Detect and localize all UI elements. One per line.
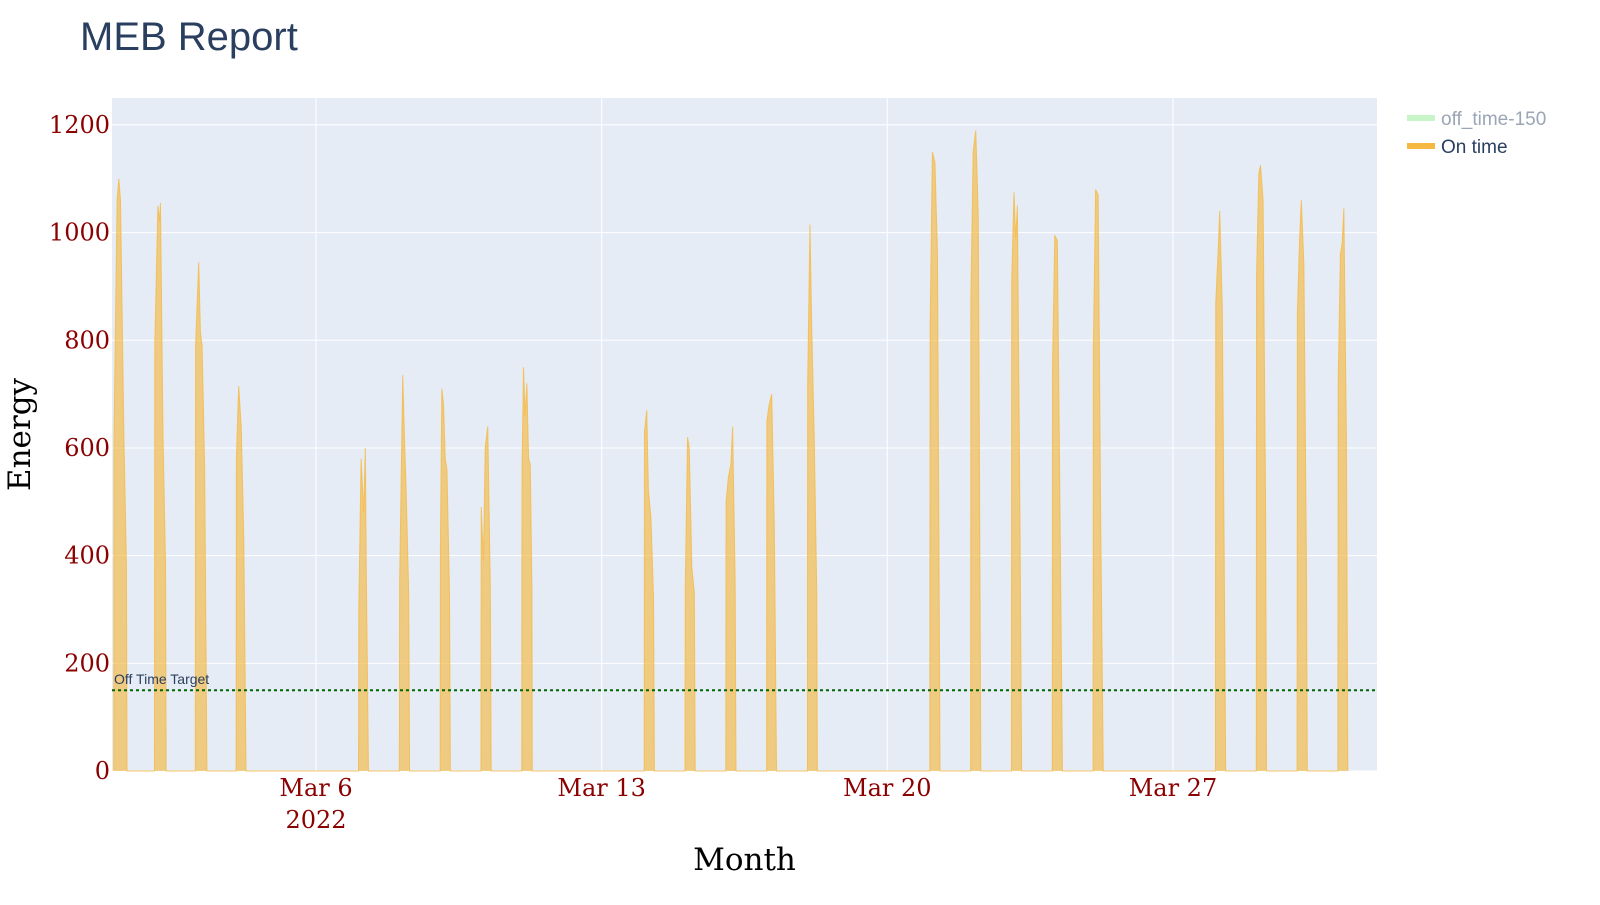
chart-title: MEB Report xyxy=(80,15,298,59)
gridlines xyxy=(112,98,1377,772)
reference-layer: Off Time Target xyxy=(112,671,1377,692)
legend[interactable]: off_time-150 On time xyxy=(1407,109,1546,158)
series-layer xyxy=(113,130,1349,772)
y-tick-label: 1200 xyxy=(49,111,110,139)
x-tick-label: Mar 20 xyxy=(843,774,932,802)
plot-area xyxy=(112,98,1377,771)
y-tick-label: 0 xyxy=(95,757,110,785)
x-tick-label: Mar 6 xyxy=(279,774,352,802)
legend-label: On time xyxy=(1441,137,1508,158)
legend-item[interactable]: off_time-150 xyxy=(1407,109,1546,130)
legend-item[interactable]: On time xyxy=(1407,137,1508,158)
off-time-target-label: Off Time Target xyxy=(114,671,209,687)
x-axis-title: Month xyxy=(693,842,796,878)
y-tick-label: 200 xyxy=(64,649,110,677)
x-tick-label: Mar 27 xyxy=(1129,774,1218,802)
axis-layer: 0 200 400 600 800 1000 1200 Mar 6 2022 Mar 13 Mar … xyxy=(49,111,1217,834)
y-axis-title: Energy xyxy=(2,377,38,491)
series-area-on-time xyxy=(113,130,1349,772)
y-tick-label: 600 xyxy=(64,434,110,462)
y-tick-label: 1000 xyxy=(49,219,110,247)
y-tick-label: 800 xyxy=(64,326,110,354)
y-tick-label: 400 xyxy=(64,542,110,570)
legend-label: off_time-150 xyxy=(1441,109,1546,130)
x-tick-label: Mar 13 xyxy=(557,774,646,802)
x-tick-sublabel: 2022 xyxy=(285,806,346,834)
